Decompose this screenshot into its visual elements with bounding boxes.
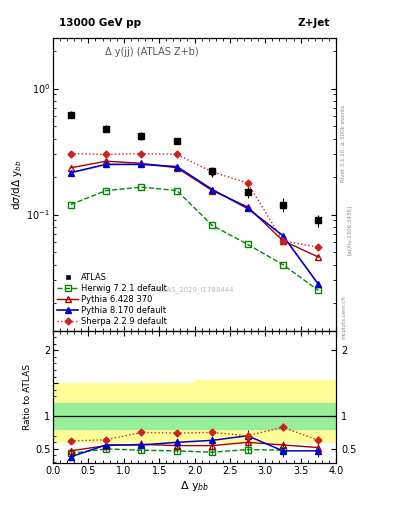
Text: Rivet 3.1.10, ≥ 500k events: Rivet 3.1.10, ≥ 500k events bbox=[341, 105, 346, 182]
Text: Δ y(jj) (ATLAS Z+b): Δ y(jj) (ATLAS Z+b) bbox=[105, 47, 199, 57]
Text: Z+Jet: Z+Jet bbox=[298, 18, 331, 28]
Text: ATLAS_2020_I1788444: ATLAS_2020_I1788444 bbox=[155, 286, 234, 292]
Y-axis label: d$\sigma$/d$\Delta$ y$_{bb}$: d$\sigma$/d$\Delta$ y$_{bb}$ bbox=[10, 159, 24, 210]
Text: 13000 GeV pp: 13000 GeV pp bbox=[59, 18, 141, 28]
Legend: ATLAS, Herwig 7.2.1 default, Pythia 6.428 370, Pythia 8.170 default, Sherpa 2.2.: ATLAS, Herwig 7.2.1 default, Pythia 6.42… bbox=[57, 273, 167, 326]
Text: mcplots.cern.ch: mcplots.cern.ch bbox=[341, 295, 346, 339]
X-axis label: $\Delta$ y$_{bb}$: $\Delta$ y$_{bb}$ bbox=[180, 479, 209, 493]
Text: [arXiv:1306.3436]: [arXiv:1306.3436] bbox=[347, 205, 352, 255]
Y-axis label: Ratio to ATLAS: Ratio to ATLAS bbox=[23, 364, 32, 430]
